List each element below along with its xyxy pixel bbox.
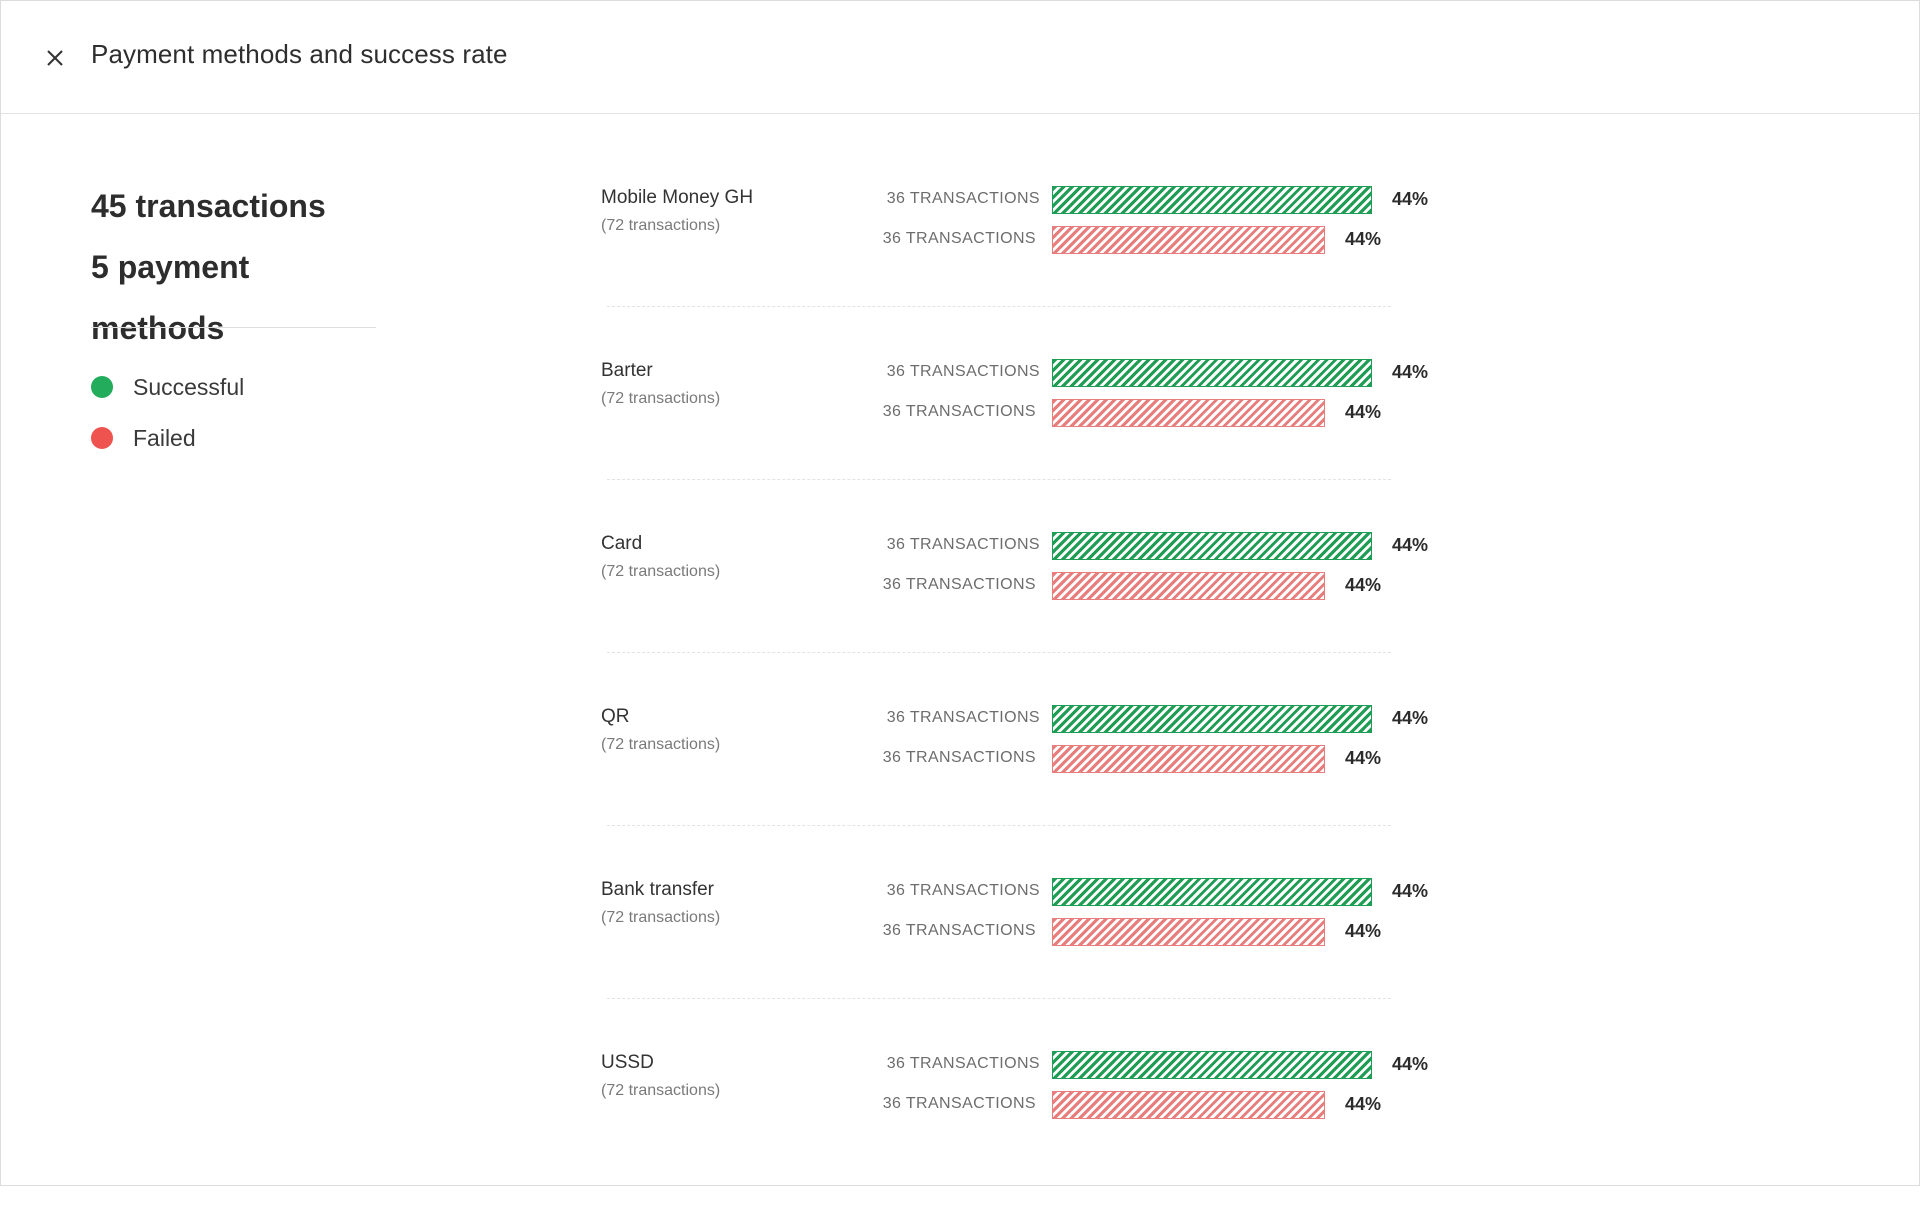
failed-percent: 44% (1345, 1094, 1382, 1114)
summary-divider (91, 327, 376, 328)
transactions-total: 45 transactions (91, 188, 326, 224)
failed-bar (1052, 918, 1325, 946)
success-percent: 44% (1392, 881, 1429, 901)
failed-count: 36 TRANSACTIONS (882, 403, 1036, 420)
success-count: 36 TRANSACTIONS (886, 882, 1040, 899)
method-transactions: (72 transactions) (601, 736, 721, 753)
success-count: 36 TRANSACTIONS (886, 190, 1040, 207)
method-transactions: (72 transactions) (601, 1082, 721, 1099)
method-row: Bank transfer (72 transactions) 36 TRANS… (601, 869, 1461, 1042)
failed-dot-icon (91, 427, 113, 449)
failed-count: 36 TRANSACTIONS (882, 922, 1036, 939)
success-percent: 44% (1392, 189, 1429, 209)
failed-count: 36 TRANSACTIONS (882, 230, 1036, 247)
success-bar (1052, 878, 1372, 906)
close-button[interactable] (41, 44, 69, 72)
failed-bar (1052, 226, 1325, 254)
legend-item-successful: Successful (91, 369, 244, 405)
method-name: Card (601, 533, 643, 554)
failed-bar (1052, 1091, 1325, 1119)
method-row: Barter (72 transactions) 36 TRANSACTIONS… (601, 350, 1461, 523)
row-divider (607, 998, 1391, 999)
success-count: 36 TRANSACTIONS (886, 709, 1040, 726)
failed-count: 36 TRANSACTIONS (882, 749, 1036, 766)
method-name: USSD (601, 1052, 654, 1073)
method-transactions: (72 transactions) (601, 563, 721, 580)
row-divider (607, 479, 1391, 480)
failed-percent: 44% (1345, 402, 1382, 422)
success-bar (1052, 705, 1372, 733)
method-row: Card (72 transactions) 36 TRANSACTIONS 4… (601, 523, 1461, 696)
failed-count: 36 TRANSACTIONS (882, 576, 1036, 593)
page-title: Payment methods and success rate (91, 39, 508, 69)
failed-percent: 44% (1345, 921, 1382, 941)
method-transactions: (72 transactions) (601, 390, 721, 407)
method-transactions: (72 transactions) (601, 909, 721, 926)
method-name: QR (601, 706, 630, 727)
success-percent: 44% (1392, 362, 1429, 382)
panel-header: Payment methods and success rate (1, 1, 1919, 114)
successful-dot-icon (91, 376, 113, 398)
method-name: Mobile Money GH (601, 187, 754, 208)
method-list: Mobile Money GH (72 transactions) 36 TRA… (601, 177, 1461, 1215)
success-percent: 44% (1392, 535, 1429, 555)
success-bar (1052, 359, 1372, 387)
success-bar (1052, 532, 1372, 560)
failed-bar (1052, 745, 1325, 773)
method-name: Barter (601, 360, 653, 381)
legend-label: Successful (133, 373, 245, 400)
success-count: 36 TRANSACTIONS (886, 363, 1040, 380)
success-percent: 44% (1392, 708, 1429, 728)
success-percent: 44% (1392, 1054, 1429, 1074)
method-name: Bank transfer (601, 879, 714, 900)
legend-item-failed: Failed (91, 420, 244, 456)
legend-label: Failed (133, 424, 196, 451)
summary: 45 transactions 5 payment methods (91, 176, 391, 359)
failed-percent: 44% (1345, 748, 1382, 768)
method-row: QR (72 transactions) 36 TRANSACTIONS 44%… (601, 696, 1461, 869)
failed-percent: 44% (1345, 575, 1382, 595)
payment-methods-total: 5 payment methods (91, 249, 250, 346)
success-bar (1052, 186, 1372, 214)
failed-count: 36 TRANSACTIONS (882, 1095, 1036, 1112)
failed-percent: 44% (1345, 229, 1382, 249)
close-icon (47, 50, 63, 66)
failed-bar (1052, 399, 1325, 427)
row-divider (607, 825, 1391, 826)
payment-methods-panel: Payment methods and success rate 45 tran… (0, 0, 1920, 1186)
row-divider (607, 306, 1391, 307)
method-transactions: (72 transactions) (601, 217, 721, 234)
row-divider (607, 652, 1391, 653)
method-row: Mobile Money GH (72 transactions) 36 TRA… (601, 177, 1461, 350)
failed-bar (1052, 572, 1325, 600)
method-row: USSD (72 transactions) 36 TRANSACTIONS 4… (601, 1042, 1461, 1215)
success-count: 36 TRANSACTIONS (886, 1055, 1040, 1072)
success-count: 36 TRANSACTIONS (886, 536, 1040, 553)
success-bar (1052, 1051, 1372, 1079)
legend: Successful Failed (91, 369, 244, 471)
